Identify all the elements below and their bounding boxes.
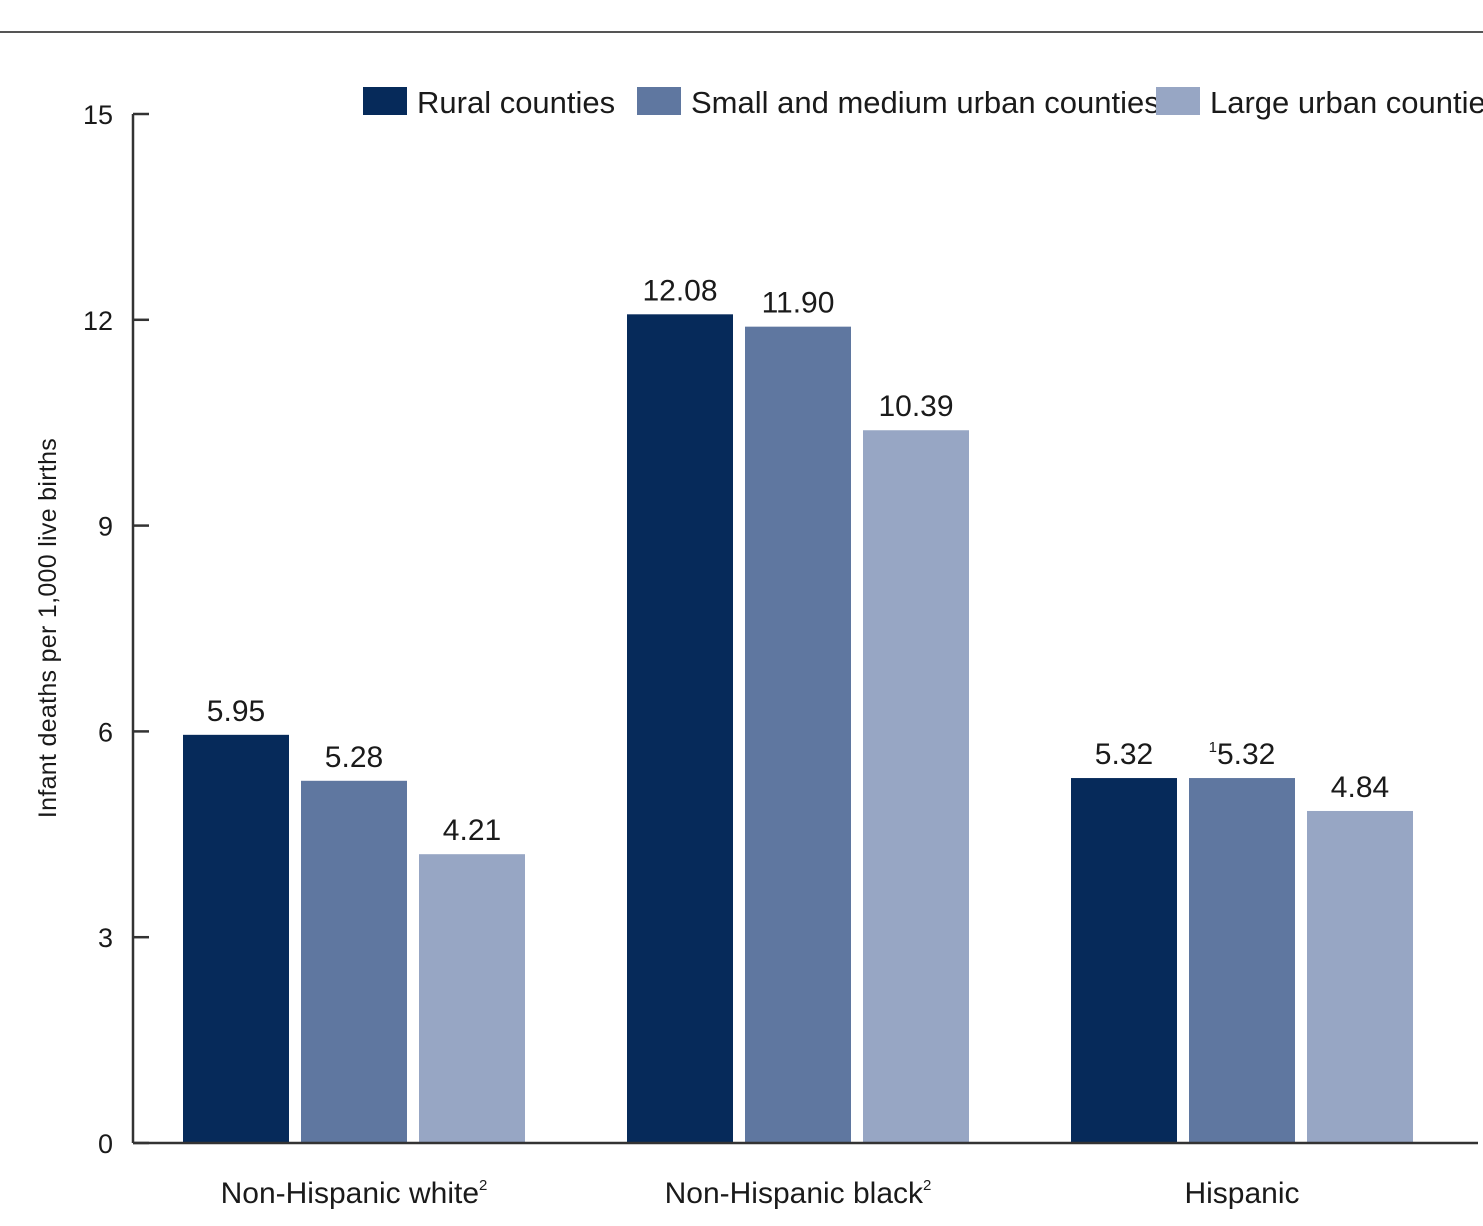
legend: Rural counties Small and medium urban cou… (363, 85, 1483, 120)
data-label: 10.39 (878, 390, 953, 423)
legend-label: Large urban counties (1210, 85, 1483, 120)
y-tick-label: 12 (83, 306, 113, 336)
legend-swatch (363, 87, 407, 115)
legend-swatch (637, 87, 681, 115)
data-label: 4.84 (1331, 771, 1389, 804)
bar (183, 734, 289, 1143)
bars: 5.95 12.08 5.32 5.28 11.90 15.32 4.21 10.39 4.84 (183, 274, 1413, 1144)
bar (1071, 778, 1177, 1143)
bar (301, 780, 407, 1143)
data-label: 5.95 (207, 695, 265, 728)
category-label: Non-Hispanic white2 (221, 1177, 488, 1210)
data-label: 5.28 (325, 741, 383, 774)
y-tick-label: 3 (98, 923, 113, 953)
legend-swatch (1156, 87, 1200, 115)
bar (745, 326, 851, 1143)
y-tick-label: 9 (98, 512, 113, 542)
y-tick-label: 6 (98, 717, 113, 747)
bar (1189, 778, 1295, 1143)
legend-label: Small and medium urban counties (691, 85, 1160, 120)
data-label: 11.90 (762, 287, 835, 320)
legend-label: Rural counties (417, 85, 615, 120)
y-axis: 0 3 6 9 12 15 (83, 100, 149, 1159)
y-axis-label: Infant deaths per 1,000 live births (34, 438, 62, 818)
category-label: Non-Hispanic black2 (665, 1177, 932, 1210)
y-tick-label: 0 (98, 1129, 113, 1159)
bar (863, 430, 969, 1144)
data-label: 4.21 (443, 814, 501, 847)
data-label: 15.32 (1209, 738, 1276, 771)
data-label: 12.08 (642, 274, 717, 307)
category-label: Hispanic (1184, 1177, 1299, 1210)
data-label: 5.32 (1095, 738, 1153, 771)
bar (627, 314, 733, 1143)
x-axis: Non-Hispanic white2 Non-Hispanic black2 Hi… (133, 1141, 1478, 1210)
bar (419, 854, 525, 1143)
y-tick-label: 15 (83, 100, 113, 130)
bar (1307, 810, 1413, 1143)
